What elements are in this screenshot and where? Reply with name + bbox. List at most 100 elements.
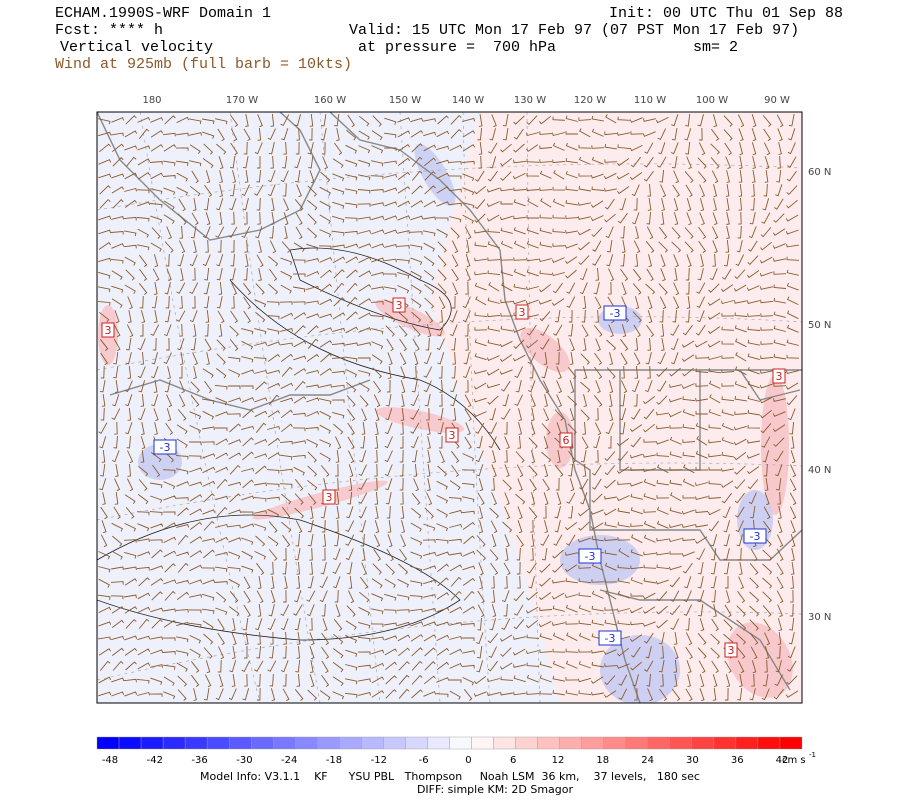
forecast: Fcst: **** h [55,22,163,39]
colorbar-swatch [96,736,120,750]
contour-label: 3 [105,324,112,337]
contour-label-box [559,432,573,448]
colorbar-swatch [228,736,252,750]
contour-label-box [772,368,786,384]
latitude-label: 40 N [808,465,831,476]
colorbar-label: 6 [510,755,516,766]
latitude-label: 50 N [808,320,831,331]
pressure: at pressure = 700 hPa [358,39,556,56]
colorbar-label: -42 [147,755,163,766]
longitude-label: 120 W [574,95,606,106]
colorbar-label: -18 [326,755,342,766]
smoothing: sm= 2 [693,39,738,56]
contour-label-box [101,322,115,338]
latitude-label: 30 N [808,612,831,623]
longitude-label: 140 W [452,95,484,106]
contour-label: 3 [326,491,333,504]
colorbar-swatch [427,736,450,750]
colorbar-swatch [779,736,803,750]
colorbar-label: 36 [731,755,744,766]
contour-label: -3 [160,441,171,454]
colorbar-swatch [184,736,208,750]
colorbar-swatch [273,736,296,750]
colorbar-swatch [162,736,186,750]
longitude-label: 90 W [764,95,790,106]
field: Vertical velocity [60,39,213,56]
map-frame [96,111,803,704]
wind-barbs [97,113,800,702]
contour-label-box [578,548,602,564]
colorbar-swatch [405,736,428,750]
colorbar-swatch [339,736,362,750]
contour-label: -3 [605,632,616,645]
zero-contours [97,247,501,641]
colorbar-label: -6 [419,755,429,766]
colorbar-swatch [691,736,715,750]
contour-label-box [515,304,529,320]
colorbar-unit-exponent: -1 [809,751,816,759]
colorbar-swatch [515,736,538,750]
longitude-label: 180 [142,95,161,106]
colorbar-swatch [206,736,230,750]
contour-label-box [743,528,767,544]
contour-label-box [445,427,459,443]
contour-label-box [392,297,406,313]
colorbar-swatch [471,736,494,750]
longitude-label: 160 W [314,95,346,106]
colorbar-label: -36 [191,755,207,766]
colorbar-swatch [625,736,648,750]
colorbar-swatch [669,736,693,750]
colorbar-label: 24 [641,755,654,766]
colorbar-label: -30 [236,755,252,766]
colorbar-swatch [537,736,560,750]
contour-label: 3 [519,306,526,319]
contour-label: 3 [776,370,783,383]
colorbar-swatch [735,736,759,750]
contour-label: -3 [585,550,596,563]
colorbar-label: 18 [596,755,609,766]
colorbar-swatch [603,736,626,750]
colorbar-swatch [383,736,406,750]
contour-label: 3 [449,429,456,442]
contour-label-box [724,642,738,658]
colorbar-swatch [581,736,604,750]
contour-label-box [603,305,627,321]
contour-label: 6 [563,434,570,447]
longitude-label: 130 W [514,95,546,106]
contour-label-box [322,489,336,505]
contour-label: 3 [728,644,735,657]
colorbar-swatch [757,736,781,750]
colorbar-swatch [493,736,516,750]
colorbar-swatch [295,736,318,750]
colorbar-label: -24 [281,755,297,766]
contour-label: 3 [396,299,403,312]
longitude-label: 100 W [696,95,728,106]
colorbar-swatch [713,736,737,750]
colorbar-label: 12 [552,755,565,766]
wind-note: Wind at 925mb (full barb = 10kts) [55,56,352,73]
colorbar-label: -48 [102,755,118,766]
contour-label: -3 [610,307,621,320]
colorbar-swatch [361,736,384,750]
colorbar-label: 0 [465,755,471,766]
longitude-label: 150 W [389,95,421,106]
longitude-label: 110 W [634,95,666,106]
map-area [97,112,802,703]
colorbar-swatch [251,736,274,750]
latitude-label: 60 N [808,167,831,178]
model-info: Model Info: V3.1.1 KF YSU PBL Thompson N… [200,770,700,783]
colorbar-swatch [317,736,340,750]
colorbar-swatch [449,736,472,750]
colorbar-label: -12 [371,755,387,766]
contour-label: -3 [750,530,761,543]
longitude-label: 170 W [226,95,258,106]
contour-label-box [598,630,622,646]
diff-info: DIFF: simple KM: 2D Smagor [417,783,574,796]
colorbar-label: 42 [776,755,789,766]
colorbar-swatch [559,736,582,750]
title: ECHAM.1990S-WRF Domain 1 [55,5,271,22]
colorbar-unit: cm s [782,755,806,766]
init: Init: 00 UTC Thu 01 Sep 88 [609,5,843,22]
